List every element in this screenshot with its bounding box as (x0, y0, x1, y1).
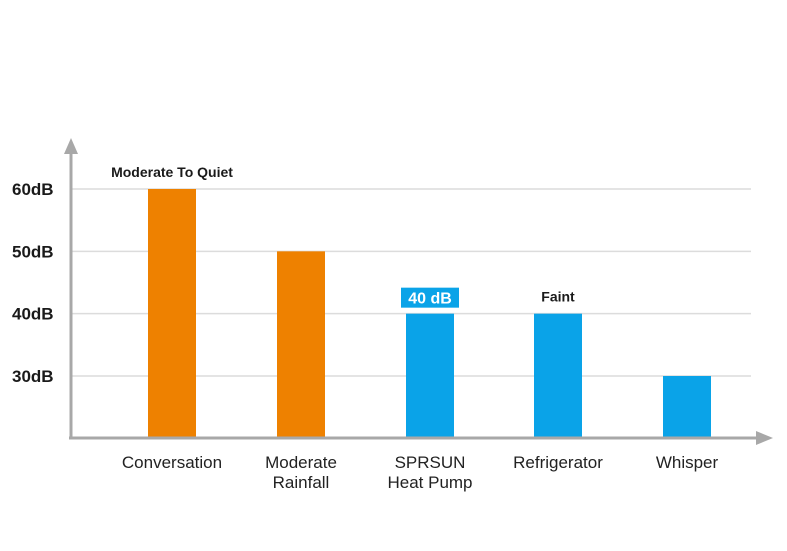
y-tick-label-30: 30dB (12, 367, 54, 386)
category-label-2-1: Heat Pump (387, 473, 472, 492)
bar-4 (663, 376, 711, 438)
annotation-label-0: Moderate To Quiet (111, 164, 233, 180)
category-label-1-1: Rainfall (273, 473, 330, 492)
annotations: Moderate To Quiet 40 dB Faint (111, 164, 575, 308)
bars (148, 189, 711, 438)
y-tick-labels: 60dB 50dB 40dB 30dB (12, 180, 54, 386)
x-axis-arrow (756, 431, 773, 445)
axes (64, 138, 773, 445)
annotation-label-2: Faint (541, 289, 575, 305)
bar-2 (406, 313, 454, 438)
y-tick-label-60: 60dB (12, 180, 54, 199)
category-label-0-0: Conversation (122, 453, 222, 472)
category-label-4-0: Whisper (656, 453, 719, 472)
category-label-1-0: Moderate (265, 453, 337, 472)
category-label-2-0: SPRSUN (395, 453, 466, 472)
y-axis-arrow (64, 138, 78, 154)
category-label-3-0: Refrigerator (513, 453, 603, 472)
y-tick-label-50: 50dB (12, 242, 54, 261)
annotation-badge-label: 40 dB (408, 291, 452, 308)
bar-3 (534, 313, 582, 438)
bar-0 (148, 189, 196, 438)
y-tick-label-40: 40dB (12, 305, 54, 324)
bar-1 (277, 251, 325, 438)
annotation-badge (401, 287, 459, 308)
